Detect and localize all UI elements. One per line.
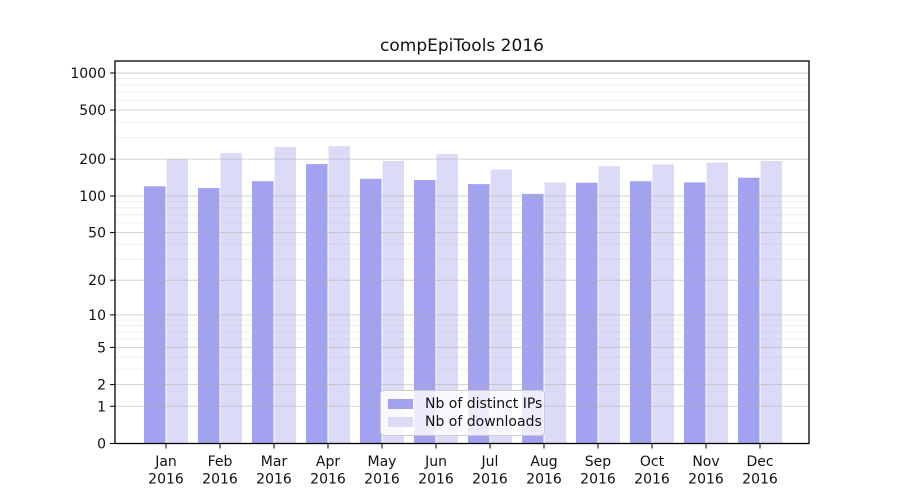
- y-tick-label-20: 20: [88, 273, 106, 289]
- y-tick-label-2: 2: [97, 378, 106, 394]
- y-axis: 0 1 2 5 10 20 50 100 200 500 1000: [70, 66, 115, 453]
- y-tick-label-100: 100: [79, 189, 106, 205]
- legend-item-distinct-ips: Nb of distinct IPs: [388, 397, 542, 411]
- legend-swatch-downloads: [388, 417, 413, 427]
- x-tick-label-mar: Mar 2016: [256, 454, 292, 488]
- legend: Nb of distinct IPs Nb of downloads: [380, 390, 545, 436]
- bar-apr-distinct-ips: [306, 164, 328, 444]
- legend-label-distinct-ips: Nb of distinct IPs: [425, 396, 543, 412]
- bar-oct-downloads: [652, 164, 674, 444]
- bar-sep-downloads: [598, 166, 620, 444]
- bar-apr-downloads: [328, 146, 350, 444]
- minor-gridlines: [115, 78, 809, 370]
- bar-aug-distinct-ips: [522, 193, 544, 444]
- x-tick-label-oct: Oct 2016: [634, 454, 670, 488]
- x-tick-label-nov: Nov 2016: [688, 454, 724, 488]
- x-tick-label-apr: Apr 2016: [310, 454, 346, 488]
- bar-nov-distinct-ips: [684, 182, 706, 444]
- bar-sep-distinct-ips: [576, 182, 598, 444]
- y-tick-label-50: 50: [88, 226, 106, 242]
- x-tick-label-jun: Jun 2016: [418, 454, 454, 488]
- legend-item-downloads: Nb of downloads: [388, 415, 542, 429]
- bar-aug-downloads: [544, 182, 566, 444]
- legend-label-downloads: Nb of downloads: [425, 414, 542, 430]
- bar-nov-downloads: [706, 162, 728, 444]
- bar-jun-distinct-ips: [414, 180, 436, 444]
- plot-border: [114, 60, 810, 445]
- y-tick-label-10: 10: [88, 308, 106, 324]
- x-tick-label-jan: Jan 2016: [148, 454, 184, 488]
- x-tick-label-feb: Feb 2016: [202, 454, 238, 488]
- bar-jul-downloads: [490, 169, 512, 444]
- x-tick-label-dec: Dec 2016: [742, 454, 778, 488]
- bar-mar-distinct-ips: [252, 181, 274, 444]
- y-tick-label-500: 500: [79, 103, 106, 119]
- bar-may-downloads: [382, 161, 404, 444]
- bar-jun-downloads: [436, 154, 458, 444]
- bar-jan-downloads: [166, 159, 188, 444]
- y-tick-label-5: 5: [97, 340, 106, 356]
- bar-dec-distinct-ips: [738, 177, 760, 444]
- y-tick-label-200: 200: [79, 152, 106, 168]
- bar-jul-distinct-ips: [468, 184, 490, 444]
- x-tick-label-aug: Aug 2016: [526, 454, 562, 488]
- y-tick-label-1: 1: [97, 399, 106, 415]
- y-tick-label-0: 0: [97, 437, 106, 453]
- legend-swatch-distinct-ips: [388, 399, 413, 409]
- chart-title: compEpiTools 2016: [380, 36, 544, 56]
- bar-oct-distinct-ips: [630, 181, 652, 444]
- x-tick-label-jul: Jul 2016: [472, 454, 508, 488]
- bar-mar-downloads: [274, 146, 296, 444]
- x-tick-label-may: May 2016: [364, 454, 400, 488]
- x-tick-label-sep: Sep 2016: [580, 454, 616, 488]
- x-axis: Jan 2016 Feb 2016 Mar 2016 Apr 2016 May 2016 Jun 20…: [148, 443, 778, 488]
- bar-feb-distinct-ips: [198, 188, 220, 444]
- bar-dec-downloads: [760, 161, 782, 444]
- bar-may-distinct-ips: [360, 178, 382, 444]
- y-tick-label-1000: 1000: [70, 66, 106, 82]
- bar-feb-downloads: [220, 153, 242, 444]
